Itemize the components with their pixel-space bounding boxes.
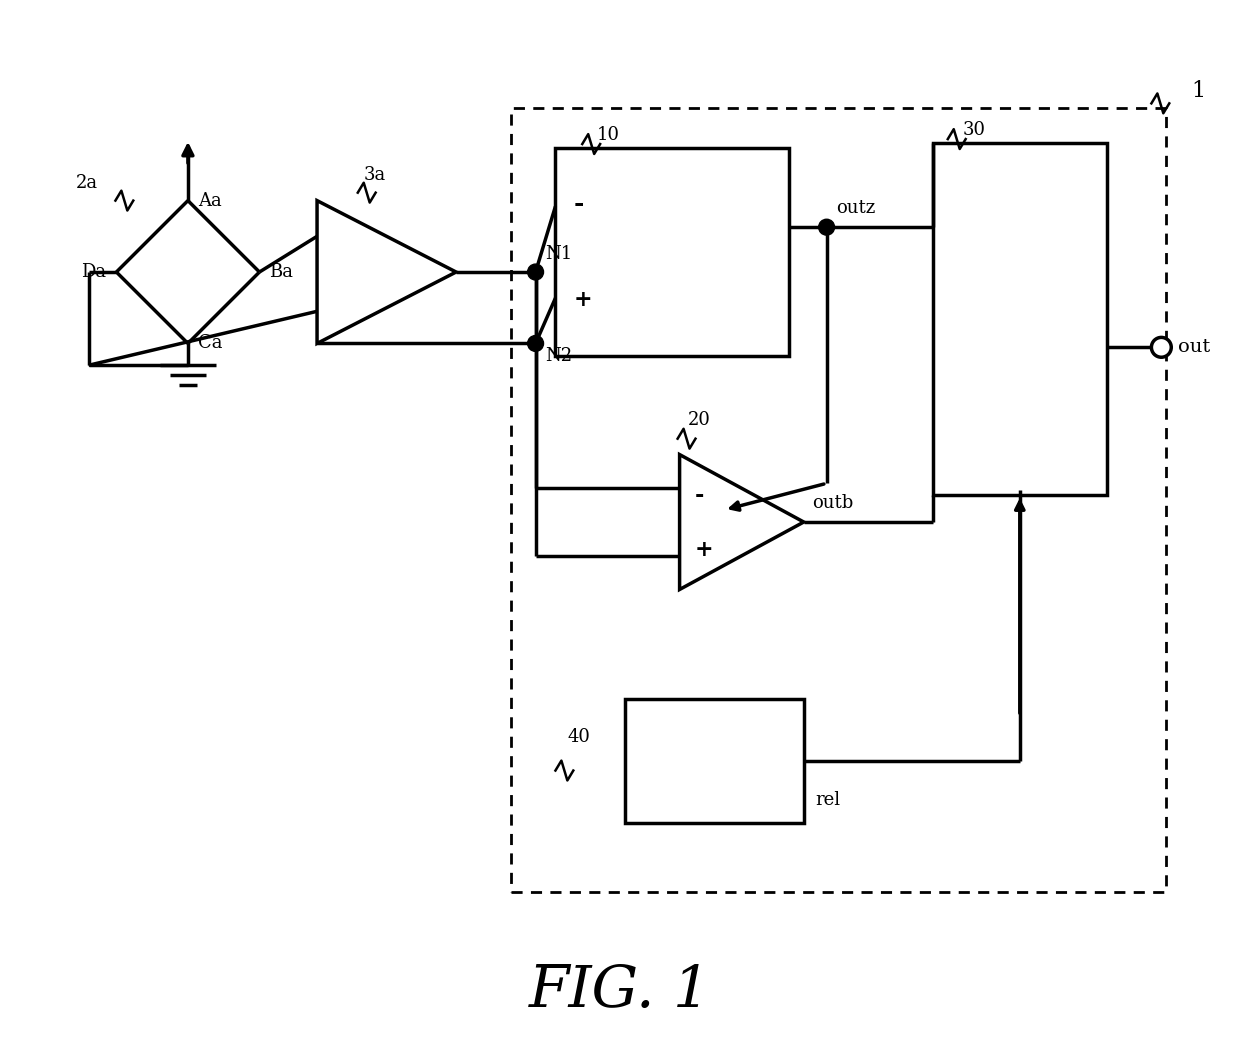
Circle shape — [528, 336, 543, 352]
Bar — [511, 108, 1167, 892]
Text: 10: 10 — [598, 126, 620, 144]
Circle shape — [528, 265, 543, 280]
Text: 30: 30 — [962, 121, 986, 139]
Text: -: - — [573, 192, 584, 216]
Text: Ba: Ba — [269, 262, 294, 281]
Circle shape — [1152, 337, 1172, 357]
Text: N1: N1 — [546, 245, 573, 264]
Text: Da: Da — [82, 262, 107, 281]
Text: Aa: Aa — [198, 191, 222, 210]
Text: outz: outz — [837, 200, 875, 217]
Text: 2a: 2a — [76, 173, 98, 192]
Text: 1: 1 — [1192, 81, 1205, 103]
Text: +: + — [694, 540, 713, 562]
Bar — [556, 148, 789, 356]
Text: FIG. 1: FIG. 1 — [529, 963, 711, 1020]
Text: Ca: Ca — [198, 335, 222, 353]
Text: 20: 20 — [687, 411, 711, 428]
Text: 40: 40 — [568, 728, 590, 746]
Circle shape — [818, 219, 835, 235]
Text: N2: N2 — [546, 348, 573, 365]
Text: out: out — [1178, 338, 1210, 356]
Text: rel: rel — [816, 791, 841, 808]
Bar — [625, 698, 804, 822]
Text: +: + — [573, 289, 591, 311]
Bar — [932, 143, 1107, 496]
Text: -: - — [694, 485, 704, 507]
Text: 3a: 3a — [363, 166, 386, 184]
Text: outb: outb — [812, 495, 853, 512]
